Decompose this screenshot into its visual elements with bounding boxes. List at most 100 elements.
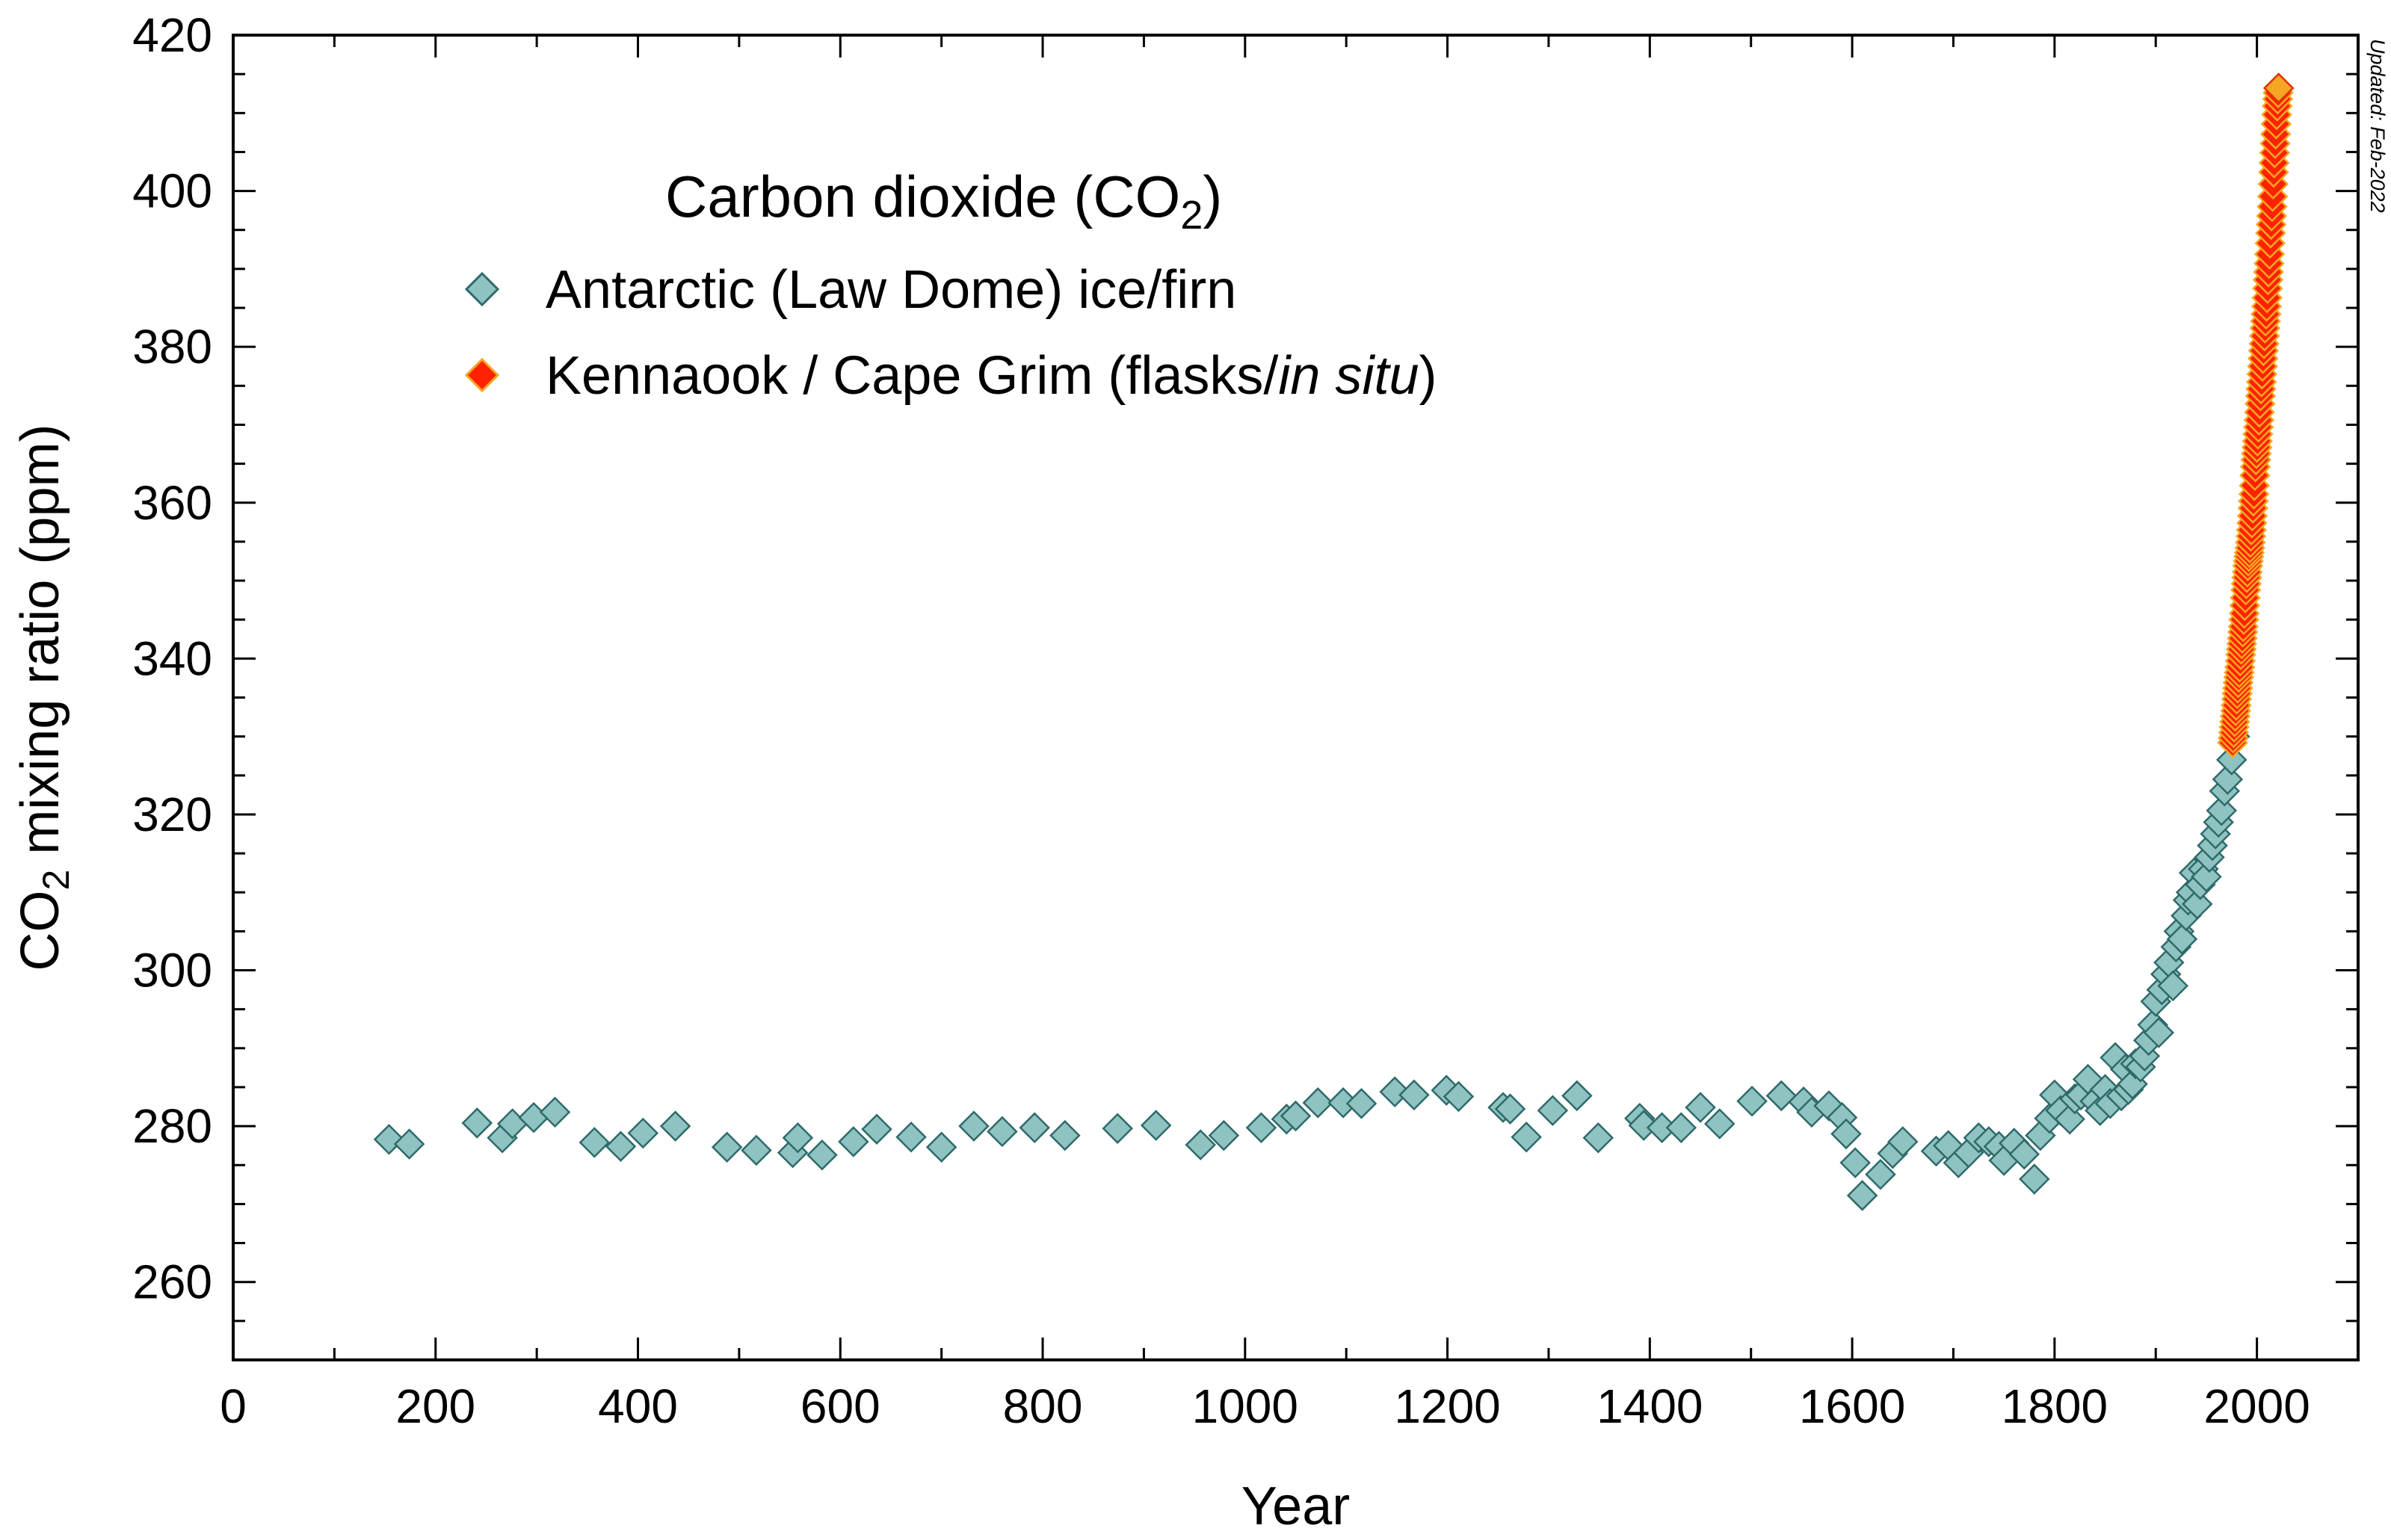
lawdome-point <box>2008 1138 2040 1170</box>
legend-label-capegrim-pre: Kennaook / Cape Grim (flasks/ <box>546 346 1278 406</box>
lawdome-point <box>987 1116 1018 1148</box>
x-tick-label: 1600 <box>1799 1379 1905 1433</box>
lawdome-point <box>2191 861 2222 893</box>
lawdome-point <box>1765 1080 1798 1112</box>
lawdome-point <box>1865 1159 1896 1190</box>
legend-title: Carbon dioxide (CO2) <box>665 164 1222 238</box>
legend-marker-lawdome <box>464 271 500 307</box>
lawdome-point <box>806 1139 838 1171</box>
lawdome-point <box>1511 1121 1542 1153</box>
y-tick-label: 320 <box>132 788 212 841</box>
lawdome-point <box>1839 1147 1871 1178</box>
legend-label-capegrim-italic: in situ <box>1278 346 1419 406</box>
lawdome-point <box>2181 888 2213 920</box>
capegrim-point <box>2262 72 2295 104</box>
lawdome-point <box>2157 970 2189 1002</box>
legend: Carbon dioxide (CO2) Antarctic (Law Dome… <box>464 164 1437 406</box>
x-tick-labels: 0 200 400 600 800 1000 1200 1400 1600 1800 2000 <box>220 1379 2310 1433</box>
y-tick-label: 400 <box>132 164 212 218</box>
lawdome-point <box>1665 1112 1697 1143</box>
legend-title-main: Carbon dioxide (CO <box>665 164 1180 229</box>
x-tick-label: 800 <box>1003 1379 1083 1433</box>
lawdome-point <box>1887 1126 1919 1157</box>
lawdome-point <box>1398 1079 1430 1111</box>
lawdome-point <box>1379 1076 1410 1107</box>
lawdome-point <box>605 1131 637 1163</box>
lawdome-point <box>2206 794 2238 826</box>
y-axis-title: CO2 mixing ratio (ppm) <box>10 424 77 971</box>
y-tick-label: 420 <box>132 8 212 62</box>
lawdome-point <box>1846 1180 1878 1211</box>
lawdome-point <box>1443 1080 1475 1113</box>
y-axis-title-main: CO <box>10 890 70 971</box>
lawdome-point <box>579 1127 611 1158</box>
lawdome-point <box>711 1131 743 1163</box>
lawdome-point <box>1628 1110 1659 1141</box>
lawdome-point <box>1582 1122 1614 1154</box>
legend-label-capegrim: Kennaook / Cape Grim (flasks/in situ) <box>546 346 1437 406</box>
lawdome-point <box>895 1121 927 1153</box>
lawdome-point <box>838 1126 869 1157</box>
lawdome-point <box>1019 1112 1050 1143</box>
legend-label-lawdome: Antarctic (Law Dome) ice/firn <box>546 260 1236 320</box>
lawdome-point <box>539 1096 571 1128</box>
plot-frame <box>232 34 2360 1361</box>
lawdome-point <box>659 1110 691 1142</box>
lawdome-point <box>1185 1129 1217 1160</box>
legend-title-subscript: 2 <box>1180 193 1203 238</box>
legend-title-end: ) <box>1203 164 1222 229</box>
lawdome-series <box>373 720 2250 1211</box>
lawdome-point <box>1494 1093 1526 1125</box>
lawdome-point <box>1280 1100 1312 1132</box>
updated-note: Updated: Feb-2022 <box>2366 39 2389 213</box>
lawdome-point <box>1561 1080 1593 1112</box>
x-tick-label: 0 <box>220 1379 247 1433</box>
lawdome-point <box>1736 1085 1768 1117</box>
x-tick-label: 1400 <box>1596 1379 1703 1433</box>
lawdome-point <box>1302 1087 1334 1119</box>
y-tick-label: 280 <box>132 1099 212 1153</box>
y-tick-label: 380 <box>132 320 212 374</box>
lawdome-point <box>1245 1112 1277 1143</box>
y-tick-label: 340 <box>132 631 212 685</box>
y-tick-labels: 260 280 300 320 340 360 380 400 420 <box>132 8 212 1309</box>
x-tick-label: 1000 <box>1192 1379 1298 1433</box>
lawdome-point <box>1208 1119 1240 1151</box>
x-axis-title: Year <box>1241 1476 1350 1536</box>
lawdome-point <box>2166 924 2198 955</box>
lawdome-point <box>461 1107 493 1139</box>
lawdome-point <box>2143 1017 2175 1048</box>
lawdome-point <box>925 1131 957 1163</box>
y-axis-title-rest: mixing ratio (ppm) <box>10 424 70 870</box>
lawdome-point <box>1102 1113 1133 1145</box>
lawdome-point <box>741 1134 772 1166</box>
lawdome-point <box>2216 744 2247 776</box>
x-tick-label: 400 <box>598 1379 678 1433</box>
legend-marker-capegrim <box>464 357 500 393</box>
lawdome-point <box>1703 1108 1736 1139</box>
x-tick-label: 600 <box>800 1379 880 1433</box>
x-tick-label: 200 <box>395 1379 475 1433</box>
lawdome-point <box>1830 1118 1862 1150</box>
capegrim-series <box>2217 72 2295 758</box>
x-tick-label: 2000 <box>2203 1379 2310 1433</box>
lawdome-point <box>393 1128 425 1160</box>
axis-ticks <box>232 34 2360 1361</box>
lawdome-point <box>1140 1110 1172 1141</box>
lawdome-point <box>1537 1095 1569 1127</box>
lawdome-point <box>373 1124 405 1155</box>
x-tick-label: 1800 <box>2002 1379 2108 1433</box>
lawdome-point <box>1345 1088 1377 1119</box>
legend-label-capegrim-post: ) <box>1419 346 1437 406</box>
y-axis-title-subscript: 2 <box>35 870 77 891</box>
lawdome-point <box>958 1110 990 1142</box>
lawdome-point <box>627 1117 659 1149</box>
lawdome-point <box>2019 1163 2050 1195</box>
lawdome-point <box>1049 1119 1081 1151</box>
lawdome-point <box>782 1122 814 1154</box>
lawdome-point <box>861 1113 892 1145</box>
y-tick-label: 360 <box>132 476 212 530</box>
y-tick-label: 260 <box>132 1255 212 1309</box>
lawdome-point <box>1685 1092 1716 1123</box>
